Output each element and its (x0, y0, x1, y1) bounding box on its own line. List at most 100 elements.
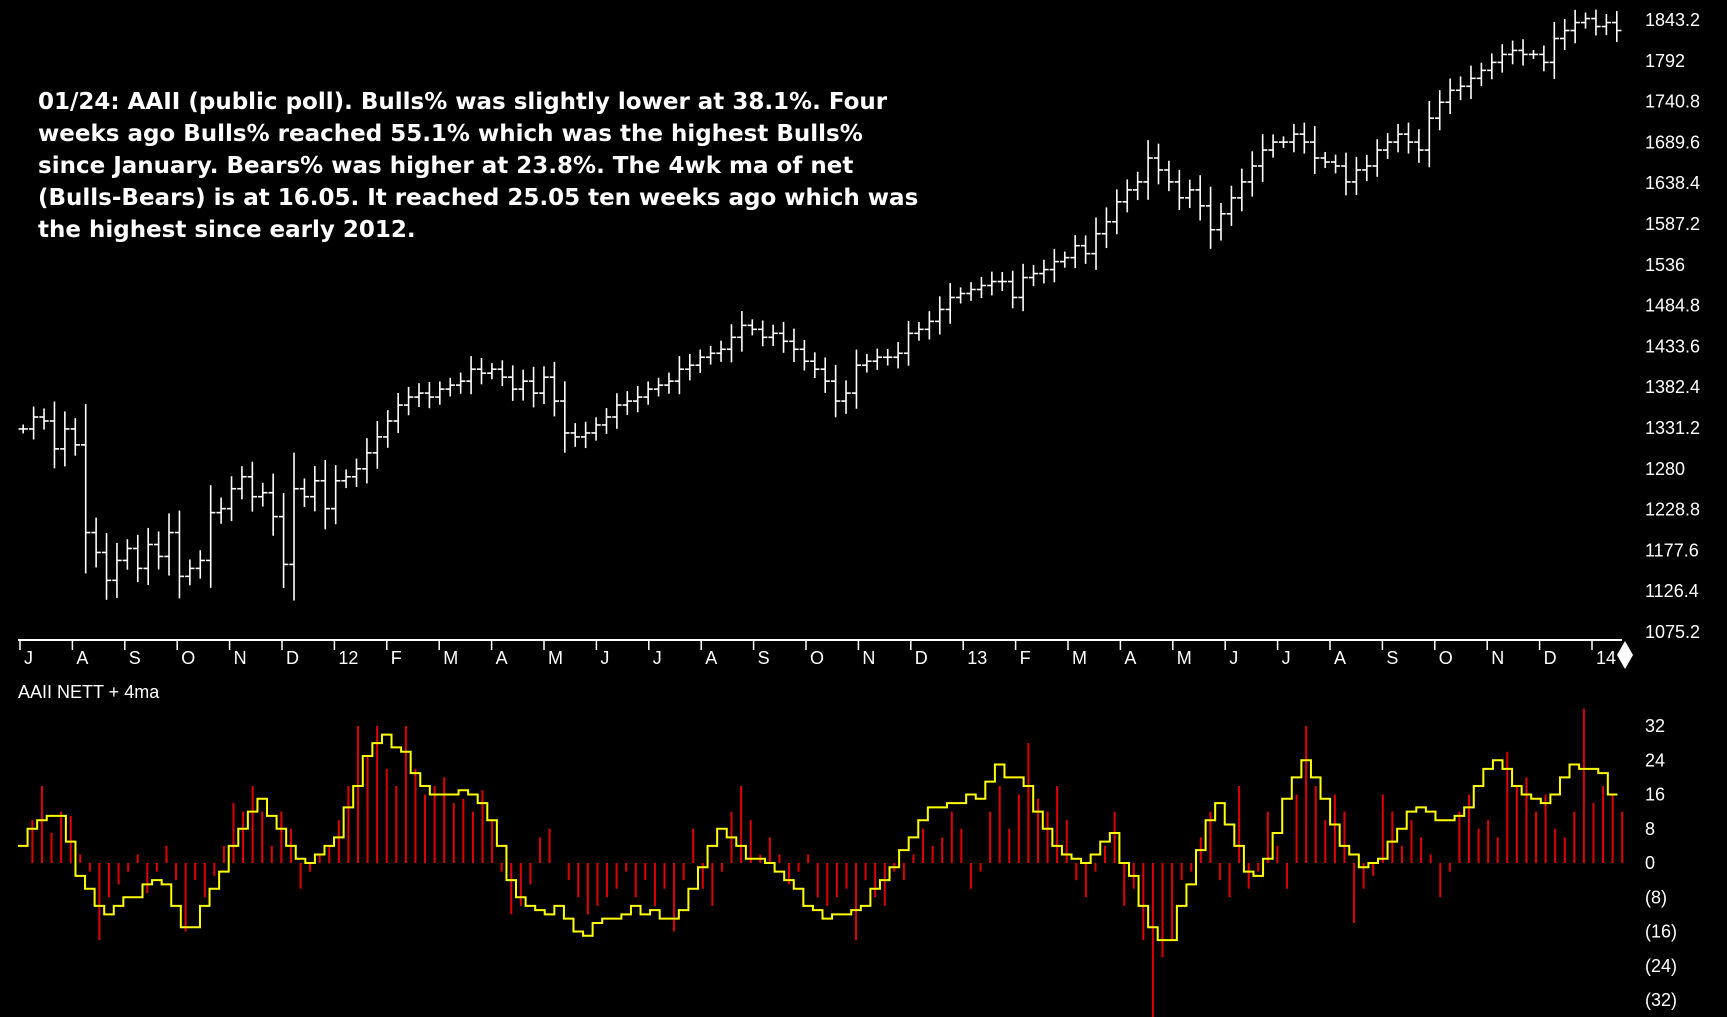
price-bar (508, 365, 518, 401)
x-tick-label: A (76, 648, 88, 668)
price-bar (70, 418, 80, 456)
price-bar (237, 466, 247, 500)
x-tick-label: O (181, 648, 195, 668)
price-bar (1351, 156, 1362, 195)
y-tick-label: 1382.4 (1645, 377, 1700, 397)
price-bar (872, 348, 882, 370)
price-bar (289, 452, 299, 601)
price-bar (1143, 140, 1153, 200)
price-bar (726, 324, 737, 363)
price-bar (393, 392, 403, 434)
price-bar (91, 517, 101, 568)
price-bar (1601, 13, 1612, 36)
price-bar (1528, 49, 1539, 59)
price-bar (633, 385, 643, 413)
price-bar (476, 358, 487, 385)
price-bar (674, 356, 685, 395)
price-bar (1174, 169, 1185, 210)
price-bar (372, 420, 383, 469)
price-bar (1393, 123, 1403, 153)
price-bar (1497, 44, 1507, 73)
price-bar (1580, 12, 1591, 29)
price-bar (1028, 264, 1039, 287)
price-bar (1289, 123, 1299, 153)
price-bar (705, 345, 716, 365)
price-bar (310, 466, 320, 512)
x-tick-label: O (1439, 648, 1453, 668)
x-tick-label: M (1072, 648, 1087, 668)
y-tick-label: 1843.2 (1645, 10, 1700, 30)
x-tick-label: O (810, 648, 824, 668)
price-bar (112, 542, 122, 598)
x-tick-label: A (1334, 648, 1346, 668)
price-bar (1018, 263, 1028, 312)
price-bar (862, 353, 872, 373)
scroll-handle-icon[interactable] (1616, 641, 1634, 669)
y-tick-label: 8 (1645, 819, 1655, 839)
y-tick-label: 1740.8 (1645, 92, 1700, 112)
price-bar (1195, 175, 1205, 221)
price-bar (883, 348, 893, 366)
price-bar (81, 404, 91, 574)
price-bar (612, 393, 622, 429)
ma-step-line (18, 733, 1618, 942)
price-bar (1039, 259, 1049, 284)
price-bar (820, 357, 830, 393)
price-bar (622, 391, 632, 415)
price-bar (1132, 171, 1143, 201)
price-bar (185, 559, 195, 586)
price-bar (1164, 160, 1174, 192)
net-bars (31, 708, 1624, 1017)
y-tick-label: 0 (1645, 853, 1655, 873)
net-ma-line (18, 733, 1618, 942)
price-bar (549, 361, 560, 417)
price-bar (362, 438, 372, 484)
price-bar (1310, 126, 1320, 174)
y-tick-label: 1331.2 (1645, 418, 1700, 438)
price-bar (1382, 133, 1393, 159)
price-bar (570, 423, 580, 447)
price-bar (1507, 40, 1518, 65)
price-bar (487, 363, 497, 380)
price-bar (851, 349, 862, 409)
price-bar (799, 340, 810, 371)
price-bar (1362, 154, 1372, 182)
x-tick-label: S (758, 648, 770, 668)
price-bar (403, 386, 414, 416)
y-tick-label: 1587.2 (1645, 214, 1700, 234)
annotation-line: 01/24: AAII (public poll). Bulls% was sl… (38, 89, 888, 115)
price-bar (528, 366, 539, 408)
price-bar (153, 531, 164, 570)
y-tick-label: 1075.2 (1645, 622, 1700, 642)
price-bar (1560, 19, 1570, 50)
price-bar (195, 550, 205, 579)
price-bar (1455, 76, 1466, 101)
y-tick-label: (8) (1645, 887, 1667, 907)
price-bar (1101, 207, 1112, 249)
price-bar (49, 401, 60, 469)
price-bar (1216, 202, 1226, 241)
y-tick-label: 1433.6 (1645, 336, 1700, 356)
y-tick-label: (16) (1645, 922, 1677, 942)
price-bar (1268, 134, 1278, 158)
price-bar (903, 320, 914, 366)
annotation-line: weeks ago Bulls% reached 55.1% which was… (38, 121, 863, 147)
y-tick-label: 1536 (1645, 255, 1685, 275)
price-bar (341, 469, 351, 489)
y-tick-label: 1228.8 (1645, 500, 1700, 520)
price-bar (1153, 143, 1164, 185)
x-tick-label: M (443, 648, 458, 668)
price-bar (1205, 186, 1216, 249)
x-tick-label: M (1177, 648, 1192, 668)
price-bar (1612, 11, 1622, 42)
price-bar (299, 478, 310, 507)
price-bar (924, 311, 935, 340)
price-bar (997, 271, 1007, 292)
price-bar (1539, 45, 1549, 72)
price-bar (414, 383, 424, 407)
price-bar (1247, 151, 1257, 197)
price-bar (1080, 235, 1091, 264)
y-tick-label: 32 (1645, 716, 1665, 736)
y-tick-label: 1177.6 (1645, 540, 1699, 560)
